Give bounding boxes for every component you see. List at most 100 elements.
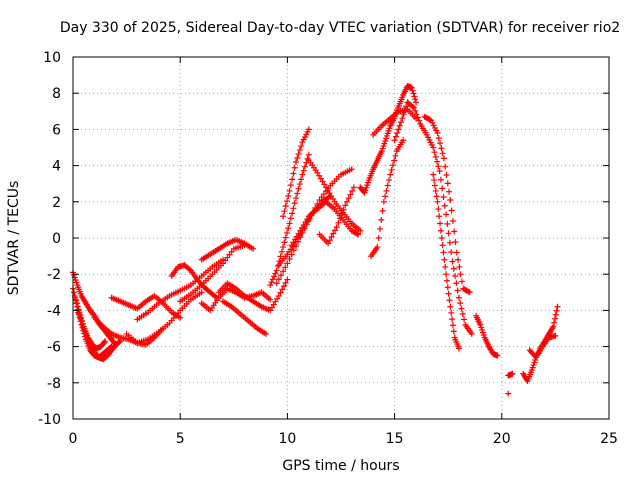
data-point <box>389 162 396 169</box>
data-point <box>468 330 475 337</box>
data-point <box>294 154 301 161</box>
y-tick-label: 4 <box>52 159 61 175</box>
data-point <box>280 213 287 220</box>
data-point <box>289 176 296 183</box>
data-point <box>448 249 455 256</box>
data-point <box>455 294 462 301</box>
data-point <box>441 256 448 263</box>
data-point <box>377 225 384 232</box>
data-point <box>295 185 302 192</box>
data-point <box>286 187 293 194</box>
x-tick-label: 5 <box>176 431 185 447</box>
data-point <box>282 234 289 241</box>
data-point <box>449 322 456 329</box>
data-point <box>273 267 280 274</box>
data-point <box>338 211 345 218</box>
data-point <box>437 227 444 234</box>
data-point <box>281 239 288 246</box>
data-point <box>435 206 442 213</box>
data-point <box>408 84 415 91</box>
data-point <box>289 210 296 217</box>
data-point <box>454 287 461 294</box>
data-point <box>446 297 453 304</box>
data-point <box>434 198 441 205</box>
data-point <box>437 220 444 227</box>
data-point <box>290 170 297 177</box>
data-point <box>414 114 421 121</box>
data-point <box>101 339 108 346</box>
data-point <box>461 316 468 323</box>
data-point <box>412 96 419 103</box>
data-point <box>440 155 447 162</box>
data-point <box>350 184 357 191</box>
data-point <box>443 277 450 284</box>
data-point <box>272 270 279 277</box>
y-tick-label: -2 <box>47 267 61 283</box>
data-point <box>298 143 305 150</box>
data-point <box>457 271 464 278</box>
data-point <box>328 233 335 240</box>
data-point <box>392 152 399 159</box>
x-tick-label: 15 <box>386 431 404 447</box>
data-point <box>433 193 440 200</box>
data-point <box>357 227 364 234</box>
x-tick-label: 10 <box>278 431 296 447</box>
data-point <box>298 176 305 183</box>
data-point <box>380 198 387 205</box>
data-point <box>453 280 460 287</box>
data-point <box>434 158 441 165</box>
data-point <box>299 171 306 178</box>
data-point <box>102 338 109 345</box>
data-point <box>116 338 123 345</box>
data-point <box>450 328 457 335</box>
data-point <box>386 177 393 184</box>
data-point <box>295 151 302 158</box>
data-point <box>177 314 184 321</box>
data-point <box>280 244 287 251</box>
data-point <box>447 303 454 310</box>
data-point <box>398 119 405 126</box>
data-point <box>287 215 294 222</box>
data-point <box>430 171 437 178</box>
data-point <box>455 256 462 263</box>
data-point <box>291 200 298 207</box>
data-point <box>70 289 77 296</box>
data-point <box>304 155 311 162</box>
data-point <box>277 289 284 296</box>
data-point <box>379 207 386 214</box>
data-point <box>382 193 389 200</box>
data-point <box>280 268 287 275</box>
data-point <box>440 194 447 201</box>
data-point <box>277 253 284 260</box>
data-point <box>288 251 295 258</box>
data-point <box>387 171 394 178</box>
data-point <box>413 99 420 106</box>
data-point <box>437 140 444 147</box>
data-point <box>509 370 516 377</box>
data-point <box>396 122 403 129</box>
data-point <box>278 248 285 255</box>
data-point <box>438 235 445 241</box>
data-point <box>439 242 446 249</box>
data-point <box>295 238 302 245</box>
data-point <box>448 309 455 316</box>
data-point <box>283 198 290 205</box>
data-point <box>439 150 446 157</box>
data-point <box>455 345 462 352</box>
data-point <box>290 247 297 254</box>
data-point <box>554 303 561 310</box>
data-point <box>431 177 438 184</box>
data-point <box>446 239 453 246</box>
data-point <box>435 163 442 170</box>
data-point <box>296 181 303 188</box>
data-point <box>286 220 293 227</box>
data-point <box>279 286 286 293</box>
data-point <box>277 272 284 279</box>
data-point <box>444 220 451 227</box>
data-point <box>374 244 381 251</box>
data-point <box>325 240 332 247</box>
data-point <box>250 245 257 252</box>
data-point <box>411 93 418 100</box>
data-point <box>456 263 463 270</box>
